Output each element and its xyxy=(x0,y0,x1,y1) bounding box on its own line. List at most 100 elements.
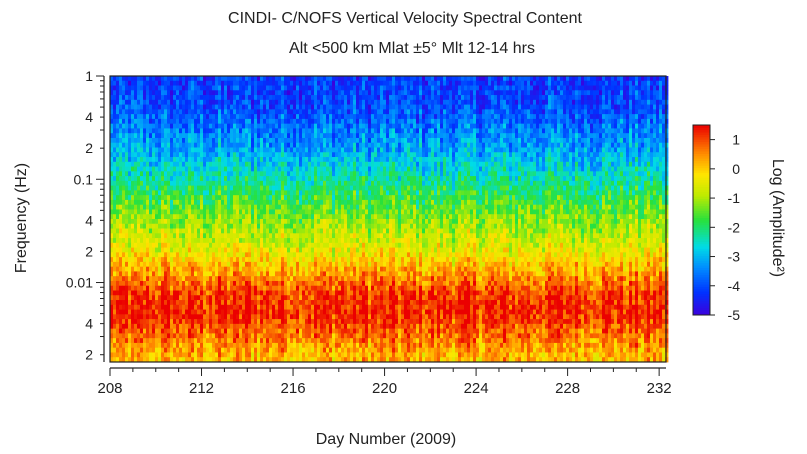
heatmap-cell xyxy=(437,99,441,105)
heatmap-cell xyxy=(659,95,663,101)
heatmap-cell xyxy=(194,171,198,177)
heatmap-cell xyxy=(218,166,222,172)
heatmap-cell xyxy=(401,90,405,96)
heatmap-cell xyxy=(407,80,411,86)
heatmap-cell xyxy=(593,147,597,153)
heatmap-cell xyxy=(413,185,417,191)
heatmap-cell xyxy=(641,123,645,129)
heatmap-cell xyxy=(587,137,591,144)
heatmap-cell xyxy=(284,142,288,148)
heatmap-cell xyxy=(512,166,516,172)
heatmap-cell xyxy=(524,171,528,177)
heatmap-cell xyxy=(284,190,288,196)
heatmap-cell xyxy=(215,190,219,196)
heatmap-cell xyxy=(509,80,513,86)
heatmap-cell xyxy=(146,85,150,91)
heatmap-cell xyxy=(209,123,213,129)
heatmap-cell xyxy=(380,152,384,158)
heatmap-cell xyxy=(485,180,489,187)
heatmap-cell xyxy=(611,157,615,163)
heatmap-cell xyxy=(536,104,540,110)
heatmap-cell xyxy=(542,185,546,191)
heatmap-cell xyxy=(425,76,429,82)
heatmap-cell xyxy=(251,133,255,139)
heatmap-cell xyxy=(440,190,444,196)
heatmap-cell xyxy=(422,195,426,201)
heatmap-cell xyxy=(134,147,138,153)
heatmap-cell xyxy=(374,85,378,91)
heatmap-cell xyxy=(308,199,312,206)
heatmap-cell xyxy=(473,133,477,139)
heatmap-cell xyxy=(602,109,606,115)
heatmap-cell xyxy=(527,195,531,201)
heatmap-cell xyxy=(218,176,222,182)
heatmap-cell xyxy=(110,76,114,82)
heatmap-cell xyxy=(443,185,447,191)
heatmap-cell xyxy=(170,147,174,153)
heatmap-cell xyxy=(572,128,576,134)
heatmap-cell xyxy=(461,133,465,139)
heatmap-cell xyxy=(662,95,666,101)
heatmap-cell xyxy=(329,190,333,196)
heatmap-cell xyxy=(410,85,414,91)
heatmap-cell xyxy=(254,118,258,125)
heatmap-cell xyxy=(476,95,480,101)
heatmap-cell xyxy=(545,118,549,125)
heatmap-cell xyxy=(218,199,222,206)
heatmap-cell xyxy=(500,95,504,101)
heatmap-cell xyxy=(437,114,441,120)
heatmap-cell xyxy=(167,152,171,158)
heatmap-cell xyxy=(368,90,372,96)
heatmap-cell xyxy=(125,199,129,206)
heatmap-cell xyxy=(140,123,144,129)
heatmap-cell xyxy=(302,90,306,96)
heatmap-cell xyxy=(551,123,555,129)
heatmap-cell xyxy=(341,147,345,153)
heatmap-cell xyxy=(494,85,498,91)
heatmap-cell xyxy=(251,166,255,172)
heatmap-cell xyxy=(638,95,642,101)
heatmap-cell xyxy=(584,161,588,167)
heatmap-cell xyxy=(110,128,114,134)
heatmap-cell xyxy=(434,195,438,201)
heatmap-cell xyxy=(479,133,483,139)
heatmap-cell xyxy=(617,180,621,187)
heatmap-cell xyxy=(275,176,279,182)
heatmap-cell xyxy=(332,137,336,144)
heatmap-cell xyxy=(392,152,396,158)
heatmap-cell xyxy=(461,161,465,167)
heatmap-cell xyxy=(596,157,600,163)
heatmap-cell xyxy=(188,195,192,201)
heatmap-cell xyxy=(362,80,366,86)
heatmap-cell xyxy=(308,85,312,91)
heatmap-cell xyxy=(545,190,549,196)
heatmap-cell xyxy=(602,171,606,177)
heatmap-cell xyxy=(413,199,417,206)
heatmap-cell xyxy=(665,95,669,101)
heatmap-cell xyxy=(401,128,405,134)
heatmap-cell xyxy=(218,195,222,201)
heatmap-cell xyxy=(146,190,150,196)
heatmap-cell xyxy=(560,85,564,91)
heatmap-cell xyxy=(524,123,528,129)
heatmap-cell xyxy=(656,171,660,177)
heatmap-cell xyxy=(224,190,228,196)
heatmap-cell xyxy=(353,161,357,167)
heatmap-cell xyxy=(125,104,129,110)
heatmap-cell xyxy=(263,90,267,96)
heatmap-cell xyxy=(449,157,453,163)
heatmap-cell xyxy=(518,104,522,110)
heatmap-cell xyxy=(623,185,627,191)
heatmap-cell xyxy=(278,99,282,105)
heatmap-cell xyxy=(140,190,144,196)
heatmap-cell xyxy=(602,180,606,187)
heatmap-cell xyxy=(635,180,639,187)
heatmap-cell xyxy=(314,176,318,182)
heatmap-cell xyxy=(533,133,537,139)
heatmap-cell xyxy=(383,199,387,206)
heatmap-cell xyxy=(617,176,621,182)
heatmap-cell xyxy=(203,123,207,129)
heatmap-cell xyxy=(179,195,183,201)
heatmap-cell xyxy=(173,137,177,144)
heatmap-cell xyxy=(236,199,240,206)
